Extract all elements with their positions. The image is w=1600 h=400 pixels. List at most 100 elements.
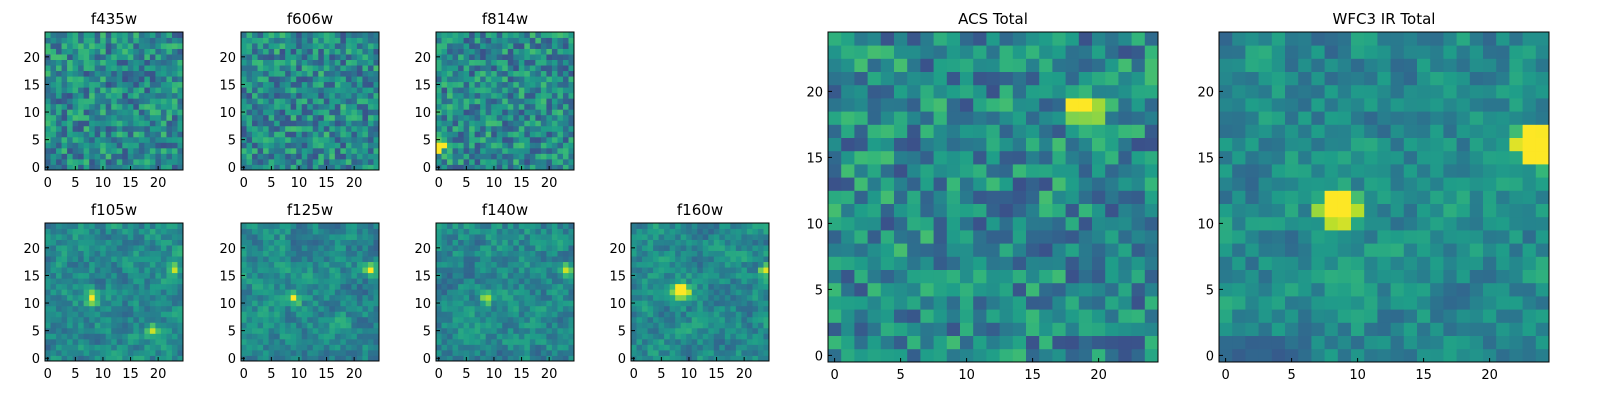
heatmap-cell: [529, 125, 536, 132]
heatmap-cell: [562, 283, 569, 290]
heatmap-cell: [116, 120, 123, 127]
heatmap-cell: [263, 147, 269, 154]
heatmap-cell: [334, 355, 341, 362]
heatmap-cell: [458, 250, 464, 257]
heatmap-cell: [116, 322, 123, 329]
heatmap-cell: [351, 283, 358, 290]
heatmap-cell: [345, 239, 352, 246]
heatmap-cell: [177, 245, 184, 251]
heatmap-cell: [160, 261, 167, 268]
heatmap-cell: [116, 289, 123, 296]
heatmap-cell: [735, 322, 742, 329]
heatmap-cell: [546, 48, 553, 55]
heatmap-cell: [513, 245, 520, 251]
heatmap-cell: [1118, 124, 1132, 138]
heatmap-cell: [301, 37, 308, 44]
heatmap-cell: [285, 43, 292, 49]
heatmap-cell: [329, 147, 336, 154]
heatmap-cell: [263, 355, 269, 362]
heatmap-cell: [658, 245, 665, 251]
heatmap-cell: [373, 278, 380, 285]
heatmap-cell: [133, 327, 140, 334]
heatmap-cell: [100, 158, 107, 165]
heatmap-cell: [894, 203, 908, 218]
heatmap-cell: [730, 300, 737, 307]
heatmap-cell: [72, 120, 79, 127]
heatmap-cell: [491, 153, 498, 160]
heatmap-cell: [752, 294, 759, 301]
heatmap-cell: [83, 316, 90, 323]
heatmap-cell: [312, 87, 319, 94]
heatmap-cell: [72, 153, 79, 160]
heatmap-cell: [138, 322, 145, 329]
heatmap-cell: [680, 250, 687, 257]
heatmap-cell: [631, 338, 637, 345]
heatmap-cell: [658, 333, 665, 340]
heatmap-cell: [362, 316, 369, 323]
heatmap-cell: [356, 289, 363, 296]
heatmap-cell: [513, 344, 520, 351]
heatmap-cell: [318, 234, 325, 240]
heatmap-cell: [116, 136, 123, 143]
heatmap-cell: [496, 234, 503, 240]
heatmap-cell: [149, 245, 156, 251]
heatmap-cell: [56, 103, 62, 110]
heatmap-cell: [1052, 164, 1066, 178]
heatmap-cell: [496, 48, 503, 55]
heatmap-cell: [496, 278, 503, 285]
heatmap-cell: [642, 261, 648, 268]
heatmap-cell: [373, 261, 380, 268]
heatmap-cell: [56, 92, 62, 99]
heatmap-cell: [61, 70, 68, 77]
heatmap-cell: [513, 153, 520, 160]
heatmap-cell: [279, 256, 286, 263]
heatmap-cell: [340, 272, 347, 279]
heatmap-cell: [111, 37, 118, 44]
heatmap-cell: [171, 283, 178, 290]
heatmap-cell: [946, 309, 961, 323]
heatmap-cell: [362, 147, 369, 154]
heatmap-cell: [307, 305, 314, 312]
heatmap-cell: [373, 114, 380, 121]
heatmap-cell: [334, 54, 341, 60]
heatmap-cell: [61, 48, 68, 55]
heatmap-cell: [301, 114, 308, 121]
heatmap-cell: [340, 98, 347, 105]
heatmap-cell: [274, 120, 281, 127]
heatmap-cell: [485, 76, 492, 83]
heatmap-cell: [730, 239, 737, 246]
heatmap-cell: [263, 245, 269, 251]
heatmap-cell: [1012, 269, 1027, 284]
heatmap-cell: [323, 37, 330, 44]
heatmap-cell: [268, 333, 275, 340]
heatmap-cell: [841, 203, 855, 218]
heatmap-cell: [452, 272, 459, 279]
heatmap-cell: [1078, 203, 1093, 218]
heatmap-cell: [268, 142, 275, 149]
heatmap-cell: [669, 305, 676, 312]
heatmap-cell: [474, 228, 481, 235]
heatmap-cell: [719, 272, 726, 279]
heatmap-cell: [1065, 190, 1080, 204]
heatmap-cell: [72, 136, 79, 143]
heatmap-cell: [746, 349, 753, 356]
heatmap-cell: [105, 92, 112, 99]
heatmap-cell: [144, 37, 151, 44]
heatmap-cell: [127, 349, 134, 356]
heatmap-cell: [127, 48, 134, 55]
heatmap-cell: [138, 300, 145, 307]
heatmap-cell: [285, 98, 292, 105]
heatmap-cell: [67, 333, 73, 340]
heatmap-cell: [463, 142, 470, 149]
heatmap-cell: [447, 234, 453, 240]
heatmap-cell: [763, 333, 770, 340]
heatmap-cell: [72, 283, 79, 290]
heatmap-cell: [307, 103, 314, 110]
heatmap-cell: [474, 32, 481, 38]
heatmap-cell: [1092, 322, 1106, 336]
heatmap-cell: [636, 322, 643, 329]
heatmap-cell: [72, 70, 79, 77]
heatmap-cell: [166, 158, 173, 165]
heatmap-cell: [144, 322, 151, 329]
heatmap-cell: [697, 223, 704, 229]
